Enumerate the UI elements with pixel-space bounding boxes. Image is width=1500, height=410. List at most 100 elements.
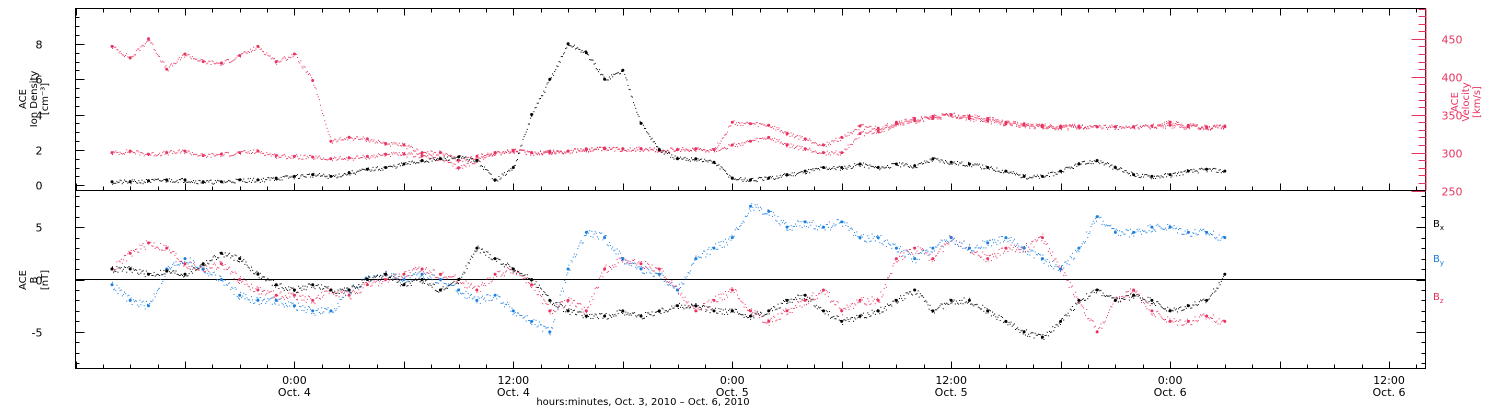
density-series-dot [1133, 175, 1135, 176]
bz-series-dot [155, 246, 157, 248]
density-series-dot [872, 165, 874, 167]
velocity-series-b-dot [473, 158, 475, 160]
velocity-series-b-dot [544, 152, 546, 154]
velocity-series-a-dot [557, 150, 559, 152]
velocity-series-b-dot [874, 129, 876, 131]
velocity-series-a-dot [316, 157, 318, 159]
density-series-dot [621, 70, 622, 72]
density-series-dot [1068, 166, 1070, 168]
density-series-dot [857, 163, 859, 165]
density-series-dot [231, 182, 233, 184]
velocity-series-b-dot [1029, 127, 1031, 129]
bz-series-dot [1006, 248, 1008, 250]
bz-series-dot [1042, 233, 1044, 235]
velocity-series-b-dot [679, 148, 680, 150]
by-series-dot [201, 269, 203, 270]
velocity-series-a-dot [1177, 122, 1178, 123]
by-series-point [1223, 236, 1227, 240]
density-series-dot [815, 167, 817, 169]
bz-series-dot [1016, 249, 1018, 251]
velocity-series-b-dot [135, 54, 136, 56]
bz-series-dot [727, 296, 729, 298]
velocity-series-a-dot [770, 127, 772, 129]
bz-series-dot [730, 292, 732, 294]
bz-series-dot [685, 301, 687, 303]
bz-series-dot [1182, 324, 1184, 326]
bz-series-dot [341, 291, 343, 293]
by-series-dot [239, 298, 240, 300]
velocity-series-b-dot [752, 139, 754, 141]
density-series-dot [327, 178, 329, 179]
velocity-series-b-dot [555, 153, 557, 155]
velocity-series-a-dot [167, 154, 169, 156]
velocity-series-b-dot [359, 138, 361, 140]
bz-series-dot [760, 314, 761, 316]
bz-series-dot [718, 294, 720, 296]
velocity-series-a-dot [825, 146, 827, 148]
x-tick-label-time: 0:00 [720, 374, 745, 387]
velocity-series-b-dot [986, 119, 988, 121]
velocity-series-a-dot [880, 129, 882, 131]
velocity-series-b-dot [983, 120, 985, 122]
velocity-series-b-dot [327, 131, 329, 133]
density-series-dot [581, 50, 583, 51]
velocity-series-b-dot [230, 61, 232, 63]
bz-series-dot [1171, 320, 1173, 322]
velocity-series-a-dot [1174, 122, 1176, 124]
density-series-dot [1079, 164, 1081, 166]
by-series-dot [277, 300, 279, 302]
bz-series-dot [1086, 309, 1088, 310]
velocity-series-a-dot [153, 155, 155, 157]
density-series-dot [776, 175, 778, 177]
density-series-dot [1093, 160, 1095, 162]
by-series-dot [282, 304, 284, 306]
velocity-series-b-dot [1049, 127, 1050, 128]
bz-series-dot [479, 291, 481, 292]
density-series-dot [681, 158, 683, 160]
velocity-series-b-dot [1009, 124, 1011, 126]
density-series-dot [455, 156, 457, 158]
density-series-dot [793, 172, 795, 174]
velocity-series-a-dot [243, 150, 245, 152]
bz-series-dot [212, 263, 214, 265]
velocity-series-b-dot [846, 148, 848, 150]
velocity-series-b-dot [1088, 128, 1090, 130]
velocity-series-a-dot [744, 123, 746, 125]
bz-series-dot [560, 301, 562, 303]
velocity-series-a-dot [473, 163, 475, 165]
velocity-series-b-dot [219, 62, 221, 64]
velocity-series-b-point [1223, 125, 1227, 129]
velocity-series-a-dot [581, 151, 583, 153]
density-series-dot [739, 178, 741, 180]
by-series-dot [315, 310, 317, 312]
velocity-series-b-dot [339, 137, 341, 139]
bz-series-dot [487, 277, 489, 279]
density-series-dot [240, 178, 242, 180]
density-series-dot [346, 174, 348, 176]
density-series-dot [144, 182, 146, 184]
bz-series-dot [444, 276, 446, 278]
bz-series-dot [1178, 320, 1180, 322]
bz-series-dot [874, 303, 876, 305]
density-series-dot [790, 175, 792, 177]
density-series-dot [129, 180, 131, 181]
density-series-dot [512, 166, 514, 168]
bz-series-dot [903, 252, 905, 254]
velocity-series-b-dot [398, 142, 400, 144]
bz-series-dot [313, 302, 315, 304]
bz-series-dot [810, 298, 812, 300]
velocity-series-b-dot [1184, 128, 1186, 130]
velocity-series-b-dot [646, 148, 648, 150]
by-series-dot [381, 277, 383, 279]
density-series-dot [968, 161, 969, 163]
velocity-series-a-dot [769, 126, 771, 128]
by-series-dot [138, 306, 140, 308]
density-series-dot [433, 159, 435, 160]
bz-series-dot [559, 301, 561, 303]
velocity-series-b-dot [682, 147, 684, 149]
velocity-series-b-dot [830, 154, 831, 156]
bz-series-dot [1112, 303, 1114, 305]
bz-series-dot [636, 264, 638, 266]
density-series-dot [1096, 161, 1097, 163]
by-series-dot [483, 298, 485, 300]
